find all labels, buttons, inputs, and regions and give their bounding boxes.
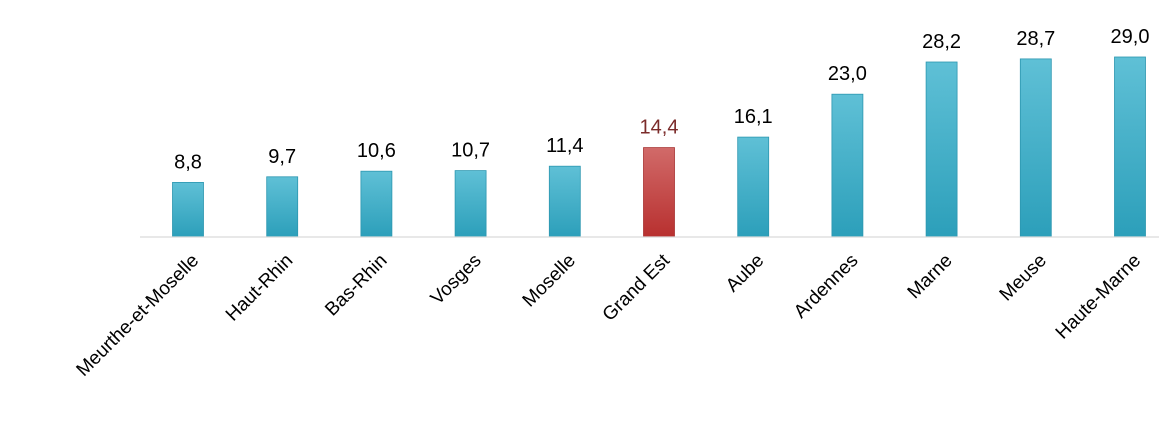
data-label-marne: 28,2 <box>922 31 961 53</box>
category-label-grand-est: Grand Est <box>599 250 675 326</box>
bar-haut-rhin <box>266 176 299 238</box>
category-label-moselle: Moselle <box>519 250 580 311</box>
data-label-vosges: 10,7 <box>451 140 490 162</box>
category-label-bas-rhin: Bas-Rhin <box>321 250 391 320</box>
category-label-haut-rhin: Haut-Rhin <box>222 250 297 325</box>
data-label-bas-rhin: 10,6 <box>357 140 396 162</box>
bar-marne <box>925 61 958 238</box>
bar-series <box>172 56 1146 238</box>
data-label-meuse: 28,7 <box>1016 28 1055 50</box>
bar-bas-rhin <box>360 170 393 238</box>
category-label-vosges: Vosges <box>427 250 486 309</box>
data-label-grand-est: 14,4 <box>640 117 679 139</box>
data-labels: 8,8 9,7 10,6 10,7 11,4 14,4 16,1 23,0 28,2 28,7 29… <box>174 26 1149 173</box>
data-label-moselle: 11,4 <box>546 135 583 157</box>
category-label-meuse: Meuse <box>996 250 1051 305</box>
bar-meurthe-et-moselle <box>172 181 204 238</box>
category-label-aube: Aube <box>722 250 768 296</box>
data-label-aube: 16,1 <box>734 106 773 128</box>
category-label-haute-marne: Haute-Marne <box>1052 250 1145 343</box>
category-labels: Meurthe-et-Moselle Haut-Rhin Bas-Rhin Vosge… <box>72 250 1145 381</box>
data-label-meurthe-et-moselle: 8,8 <box>174 151 202 173</box>
data-label-haut-rhin: 9,7 <box>268 146 296 168</box>
category-label-meurthe-et-moselle: Meurthe-et-Moselle <box>72 250 203 381</box>
category-label-ardennes: Ardennes <box>790 250 862 322</box>
bar-aube <box>737 136 770 238</box>
data-label-ardennes: 23,0 <box>828 63 867 85</box>
bar-meuse <box>1019 58 1052 238</box>
bar-moselle <box>548 165 581 238</box>
category-label-marne: Marne <box>904 250 957 303</box>
bar-haute-marne <box>1114 56 1146 238</box>
bar-ardennes <box>831 93 864 238</box>
data-label-haute-marne: 29,0 <box>1111 26 1150 48</box>
bar-grand-est <box>643 147 675 238</box>
bar-vosges <box>454 170 487 238</box>
